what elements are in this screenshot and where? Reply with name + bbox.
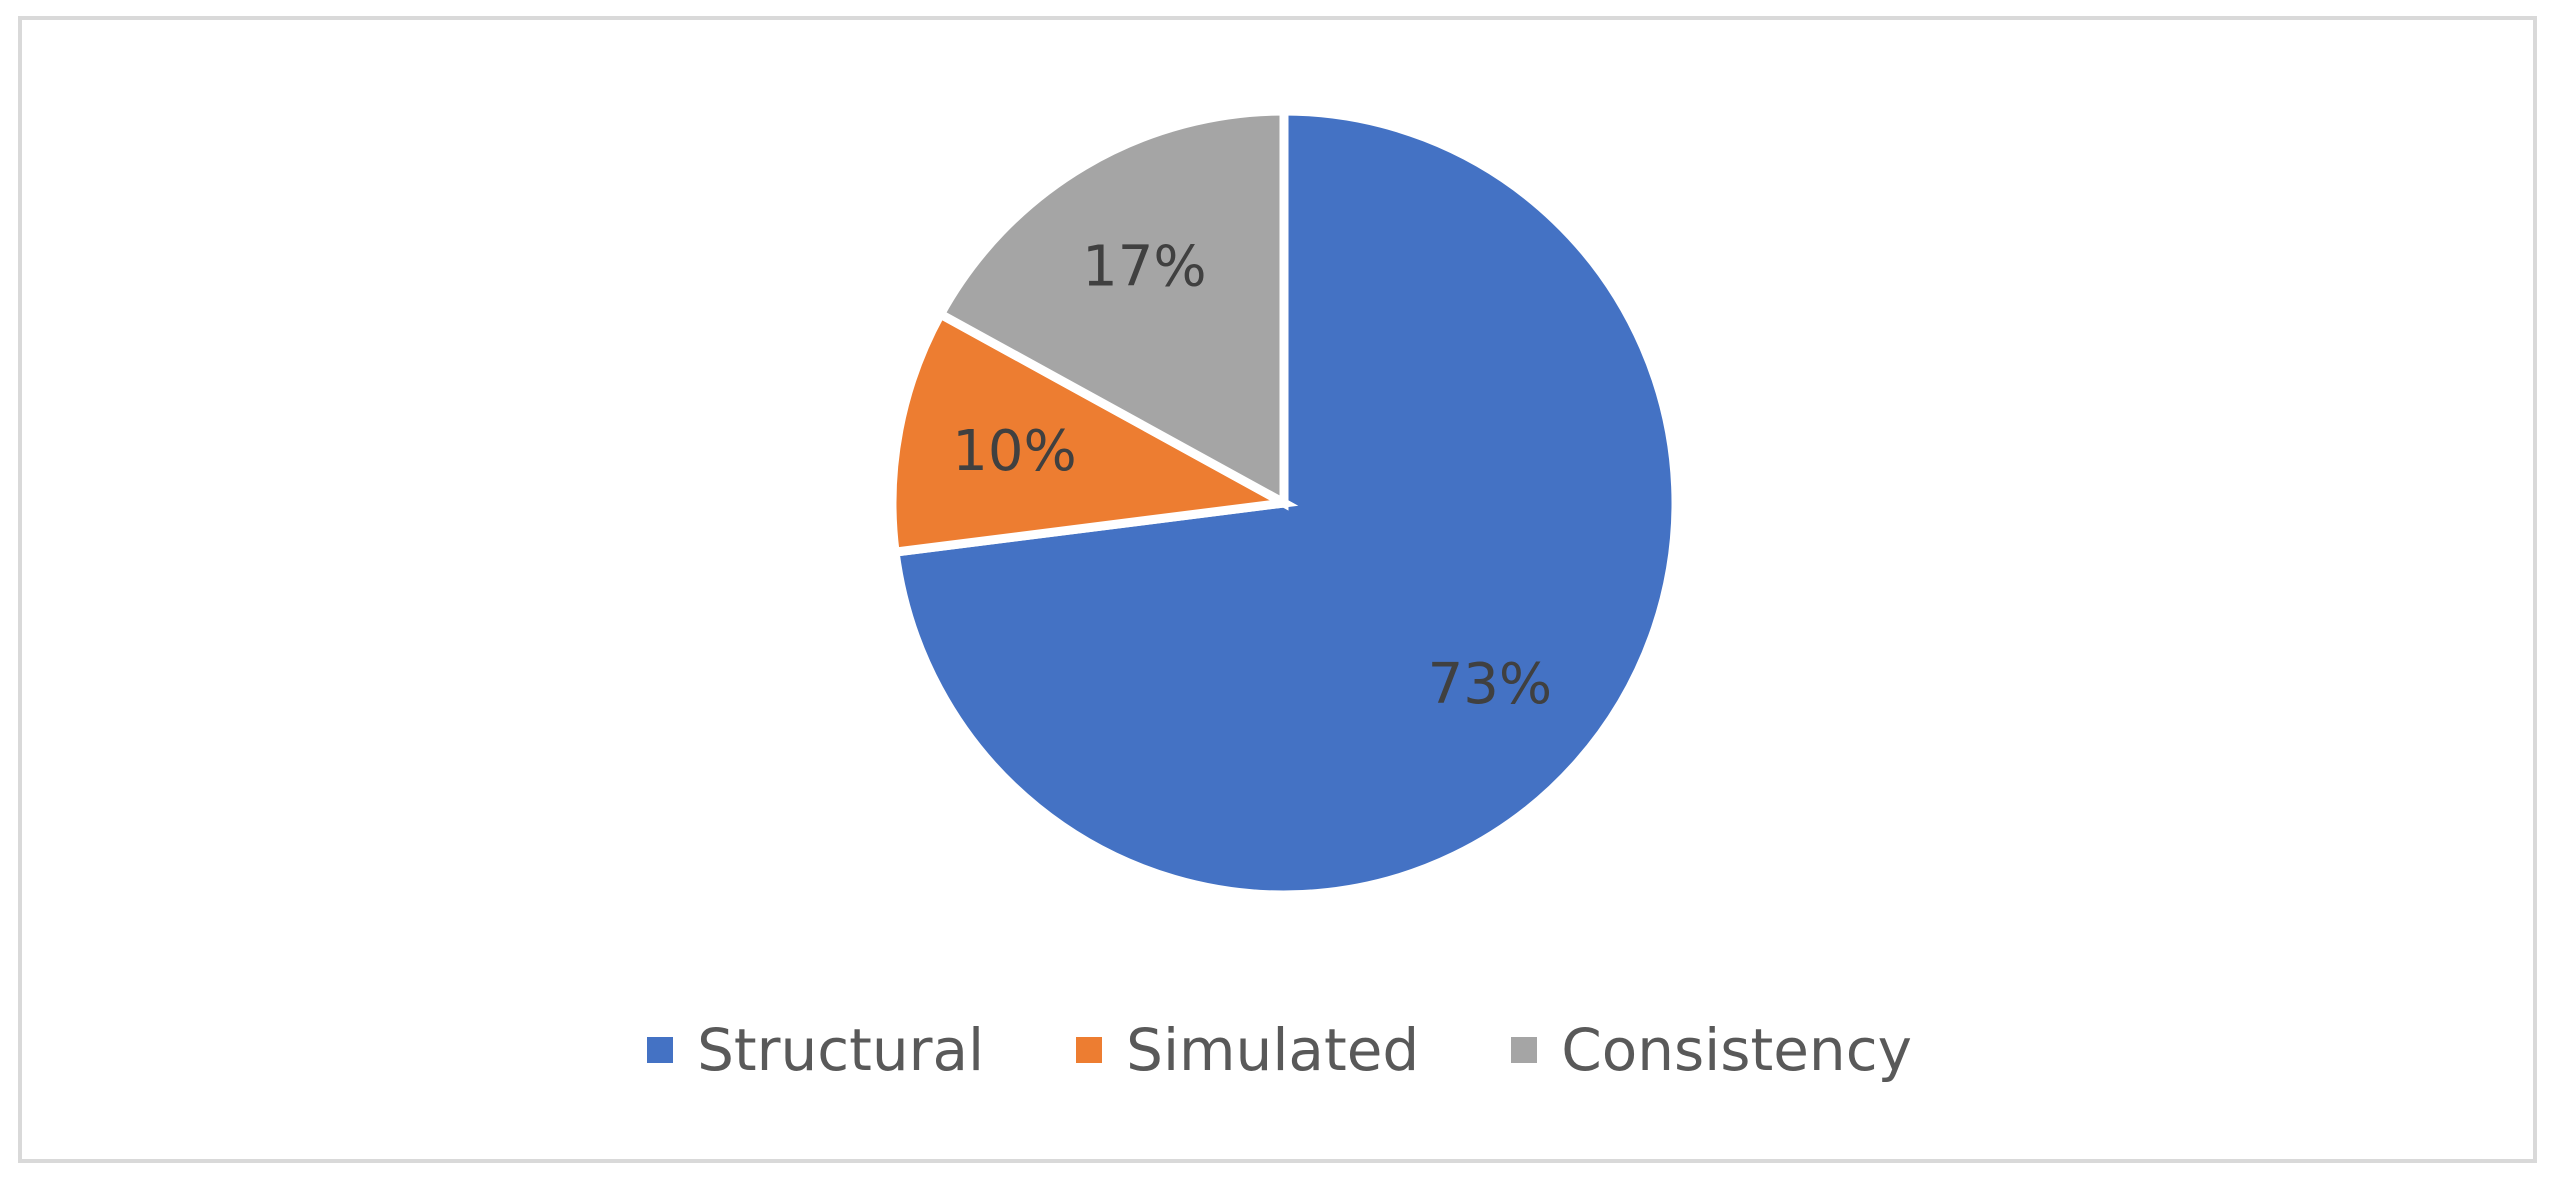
data-label-structural: 73% bbox=[1428, 652, 1552, 717]
legend-label-structural: Structural bbox=[697, 1016, 985, 1084]
legend-label-simulated: Simulated bbox=[1126, 1016, 1420, 1084]
pie-slice-consistency bbox=[934, 106, 1289, 511]
legend-item-simulated: Simulated bbox=[1076, 1021, 1419, 1079]
pie-slices bbox=[887, 106, 1681, 900]
legend: Structural Simulated Consistency bbox=[0, 1010, 2559, 1090]
data-label-consistency: 17% bbox=[1082, 234, 1206, 299]
legend-swatch-simulated bbox=[1076, 1037, 1103, 1063]
legend-swatch-structural bbox=[647, 1037, 674, 1063]
pie-slice-simulated bbox=[887, 308, 1299, 558]
legend-label-consistency: Consistency bbox=[1561, 1016, 1912, 1084]
pie-data-labels: 73% 10% 17% bbox=[952, 234, 1552, 717]
legend-item-structural: Structural bbox=[647, 1021, 984, 1079]
data-label-simulated: 10% bbox=[952, 419, 1076, 484]
legend-item-consistency: Consistency bbox=[1511, 1021, 1912, 1079]
legend-swatch-consistency bbox=[1511, 1037, 1538, 1063]
